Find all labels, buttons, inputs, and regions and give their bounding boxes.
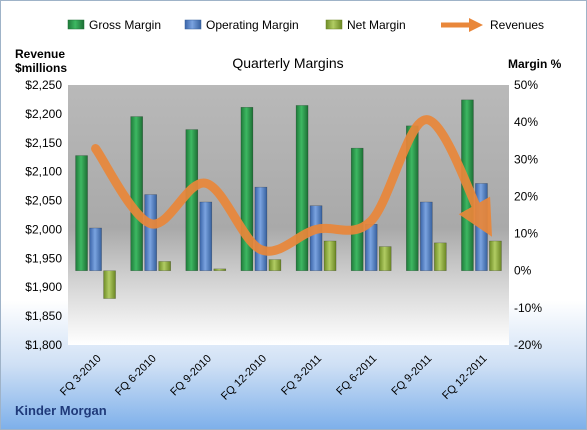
legend: Gross Margin Operating Margin Net Margin… (67, 18, 544, 32)
left-axis-title-line1: Revenue (15, 47, 65, 61)
left-tick-label: $1,800 (25, 338, 62, 352)
bar-gross-margin (185, 129, 199, 271)
category-label: FQ 3-2011 (279, 353, 324, 398)
bar-operating-margin (89, 227, 102, 271)
category-label: FQ 12-2011 (440, 353, 489, 402)
legend-swatch-net-margin (325, 19, 343, 30)
right-tick-label: 40% (514, 115, 538, 129)
left-tick-label: $1,850 (25, 309, 62, 323)
chart-title: Quarterly Margins (232, 55, 343, 71)
right-tick-label: 20% (514, 189, 538, 203)
bar-net-margin (378, 246, 392, 271)
category-label: FQ 9-2011 (389, 353, 434, 398)
right-tick-label: 0% (514, 264, 532, 278)
bar-operating-margin (254, 186, 268, 271)
category-label: FQ 3-2010 (58, 353, 104, 399)
right-tick-label: -10% (514, 301, 542, 315)
left-tick-label: $2,200 (25, 107, 62, 121)
category-label: FQ 6-2011 (334, 353, 379, 398)
legend-item-net-margin: Net Margin (325, 18, 406, 32)
left-tick-label: $2,150 (25, 136, 62, 150)
legend-item-revenues: Revenues (441, 18, 544, 32)
left-tick-label: $1,950 (25, 251, 62, 265)
legend-item-operating-margin: Operating Margin (184, 18, 299, 32)
bar-net-margin (103, 270, 116, 299)
right-tick-label: 10% (514, 227, 538, 241)
category-label: FQ 12-2010 (219, 353, 269, 403)
legend-swatch-gross-margin (67, 19, 85, 30)
legend-arrow-icon (469, 18, 483, 32)
bar-net-margin (489, 240, 502, 271)
bar-gross-margin (350, 147, 364, 271)
company-name: Kinder Morgan (15, 403, 107, 418)
bar-operating-margin (420, 201, 433, 271)
bar-net-margin (158, 261, 171, 271)
bar-gross-margin (75, 155, 88, 271)
legend-label-gross-margin: Gross Margin (89, 18, 161, 32)
left-tick-label: $1,900 (25, 280, 62, 294)
right-tick-label: 50% (514, 78, 538, 92)
bar-operating-margin (199, 201, 213, 271)
bars (75, 99, 502, 299)
legend-label-revenues: Revenues (490, 18, 544, 32)
right-axis-ticks: -20% -10% 0% 10% 20% 30% 40% 50% (514, 78, 542, 352)
bar-operating-margin (144, 194, 157, 271)
bar-net-margin (213, 268, 227, 271)
category-label: FQ 6-2010 (113, 353, 159, 399)
category-label: FQ 9-2010 (168, 353, 214, 399)
left-axis-ticks: $1,800 $1,850 $1,900 $1,950 $2,000 $2,050 $2,1… (25, 78, 62, 352)
left-tick-label: $2,050 (25, 194, 62, 208)
legend-item-gross-margin: Gross Margin (67, 18, 161, 32)
left-tick-label: $2,100 (25, 165, 62, 179)
bar-gross-margin (295, 105, 309, 271)
left-tick-label: $2,000 (25, 222, 62, 236)
left-tick-label: $2,250 (25, 78, 62, 92)
left-axis-title-line2: $millions (15, 61, 67, 75)
revenue-line-path (91, 115, 492, 256)
bar-operating-margin (364, 224, 378, 271)
bar-operating-margin (475, 183, 488, 271)
legend-swatch-operating-margin (184, 19, 202, 30)
bar-net-margin (323, 240, 337, 271)
bar-net-margin (268, 259, 282, 271)
legend-label-net-margin: Net Margin (347, 18, 406, 32)
right-tick-label: -20% (514, 338, 542, 352)
right-axis-title: Margin % (508, 57, 562, 71)
right-tick-label: 30% (514, 152, 538, 166)
category-labels: FQ 3-2010 FQ 6-2010 FQ 9-2010 FQ 12-2010 FQ … (58, 353, 490, 403)
bar-operating-margin (309, 205, 323, 271)
bar-gross-margin (130, 116, 143, 271)
legend-label-operating-margin: Operating Margin (206, 18, 299, 32)
revenue-line (91, 115, 492, 256)
bar-net-margin (434, 242, 447, 271)
